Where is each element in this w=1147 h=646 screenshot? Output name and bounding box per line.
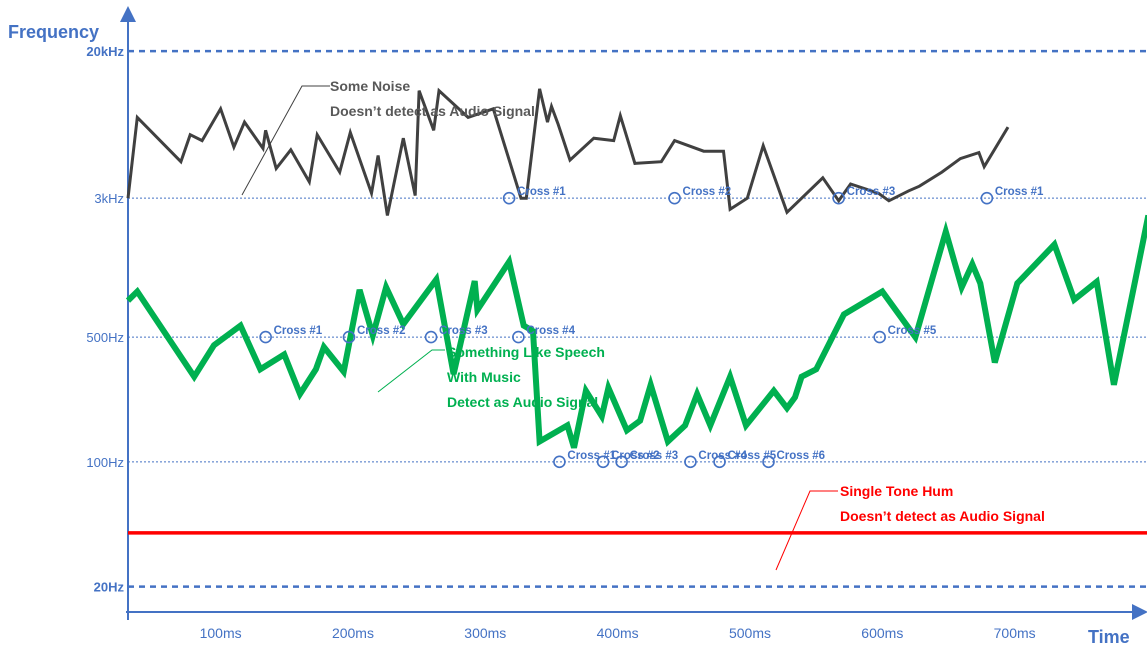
tick-labels: 20kHz 3kHz 500Hz 100Hz 20Hz 100ms 200ms 300ms 40… xyxy=(86,44,1035,641)
cross-marker xyxy=(553,455,566,469)
cross-marker xyxy=(512,330,525,344)
cross-label: Cross #3 xyxy=(630,450,679,462)
series-line-speech xyxy=(125,214,1147,449)
cross-label: Cross #3 xyxy=(847,186,896,198)
cross-marker xyxy=(980,191,994,205)
cross-marker xyxy=(668,191,681,205)
x-axis-label: Time xyxy=(1088,627,1130,646)
speech-annotation-text: With Music xyxy=(447,369,521,385)
x-tick-label: 300ms xyxy=(464,625,506,641)
annotations: Some Noise Doesn’t detect as Audio Signal… xyxy=(330,78,1045,524)
cross-marker xyxy=(424,330,438,344)
reference-lines xyxy=(128,49,1147,588)
y-tick-label: 500Hz xyxy=(86,330,124,345)
x-tick-label: 400ms xyxy=(597,625,639,641)
hum-annotation-text: Single Tone Hum xyxy=(840,483,953,499)
cross-marker xyxy=(259,330,272,344)
noise-annotation-text: Doesn’t detect as Audio Signal xyxy=(330,103,535,119)
x-tick-label: 700ms xyxy=(994,625,1036,641)
cross-marker xyxy=(713,455,726,469)
cross-label: Cross #6 xyxy=(777,450,826,462)
cross-marker xyxy=(342,330,356,344)
cross-label: Cross #1 xyxy=(995,186,1044,198)
cross-label: Cross #4 xyxy=(698,450,747,462)
cross-marker xyxy=(615,455,628,469)
x-tick-label: 600ms xyxy=(861,625,903,641)
x-tick-label: 200ms xyxy=(332,625,374,641)
speech-leader-line xyxy=(377,349,445,393)
noise-annotation-text: Some Noise xyxy=(330,78,410,94)
speech-annotation-text: Something Like Speech xyxy=(447,344,605,360)
y-tick-label: 100Hz xyxy=(86,455,124,470)
cross-label: Cross #4 xyxy=(526,325,575,337)
annotation-leaders xyxy=(241,85,838,571)
cross-label: Cross #2 xyxy=(357,325,406,337)
x-tick-label: 500ms xyxy=(729,625,771,641)
cross-label: Cross #1 xyxy=(517,186,566,198)
y-tick-label: 3kHz xyxy=(94,191,124,206)
y-axis-label: Frequency xyxy=(8,22,99,42)
x-tick-label: 100ms xyxy=(200,625,242,641)
cross-label: Cross #1 xyxy=(567,450,616,462)
y-tick-label: 20kHz xyxy=(86,44,124,59)
y-tick-label: 20Hz xyxy=(94,580,125,595)
noise-leader-line xyxy=(241,85,330,196)
cross-marker xyxy=(502,191,516,205)
cross-label: Cross #2 xyxy=(611,450,660,462)
series-layer xyxy=(125,87,1147,535)
cross-label: Cross #5 xyxy=(888,325,937,337)
cross-marker xyxy=(873,330,886,344)
cross-label: Cross #2 xyxy=(683,186,732,198)
axes: Frequency Time xyxy=(8,6,1147,646)
hum-annotation-text: Doesn’t detect as Audio Signal xyxy=(840,508,1045,524)
series-line-noise xyxy=(126,87,1010,216)
hum-leader-line xyxy=(775,490,838,571)
cross-label: Cross #1 xyxy=(274,325,323,337)
cross-marker xyxy=(684,455,697,469)
cross-marker xyxy=(832,191,845,205)
cross-label: Cross #3 xyxy=(439,325,488,337)
cross-marker xyxy=(596,455,610,469)
cross-marker xyxy=(762,455,775,469)
speech-annotation-text: Detect as Audio Signal xyxy=(447,394,598,410)
